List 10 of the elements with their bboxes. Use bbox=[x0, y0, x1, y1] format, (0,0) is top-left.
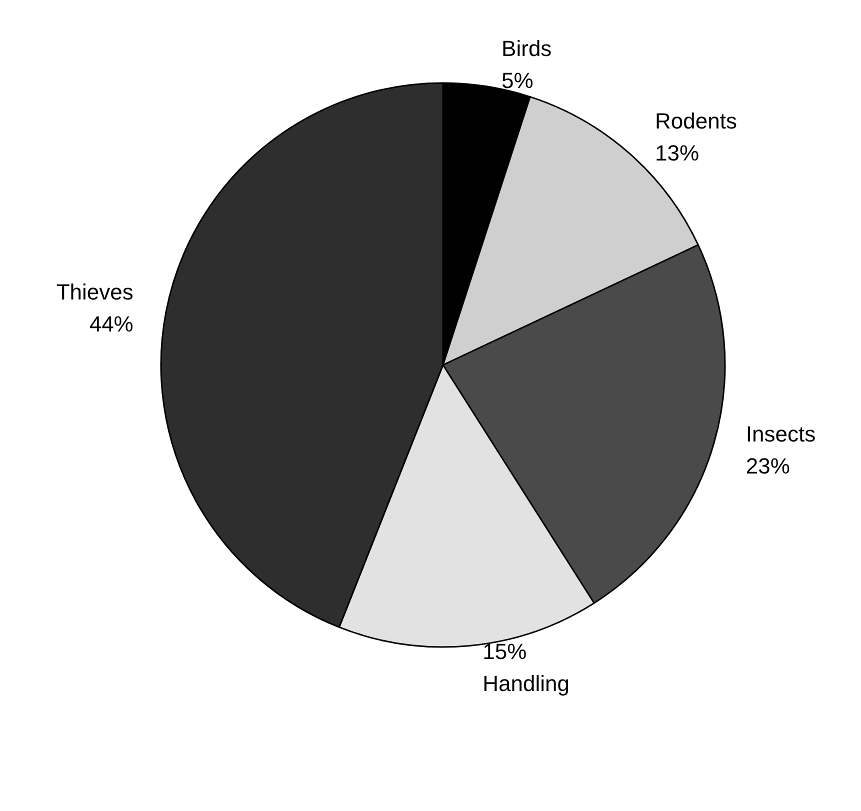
slice-label: Rodents bbox=[655, 108, 737, 134]
slice-label: Thieves bbox=[56, 280, 134, 305]
data-label: 44% bbox=[89, 312, 134, 337]
slice-label: Insects bbox=[746, 421, 816, 446]
data-label: 5% bbox=[502, 68, 534, 94]
slice-label: Handling bbox=[482, 671, 570, 696]
data-label: 15% bbox=[482, 639, 527, 664]
slice-label: Birds bbox=[502, 36, 552, 62]
data-label: 23% bbox=[746, 453, 790, 478]
data-label: 13% bbox=[655, 140, 700, 166]
